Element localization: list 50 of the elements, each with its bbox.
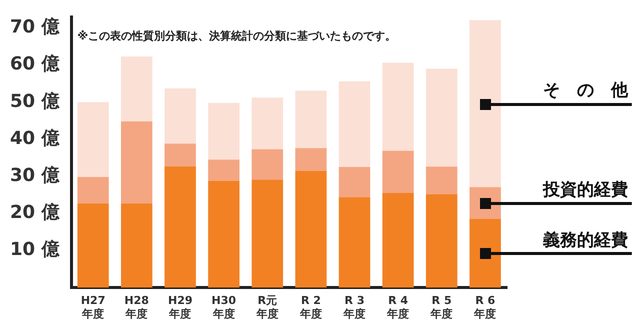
bar <box>120 121 152 204</box>
x-tick-label: H30年度 <box>212 294 236 320</box>
x-tick-label: R 4年度 <box>386 294 410 320</box>
bar <box>208 102 240 160</box>
bar <box>77 102 109 178</box>
x-tick-label: R 6年度 <box>473 294 496 320</box>
bar <box>77 177 109 204</box>
bar <box>252 180 284 288</box>
bar <box>120 56 152 122</box>
bar <box>338 81 370 168</box>
annotation: ※この表の性質別分類は、決算統計の分類に基づいたものです。 <box>77 30 396 43</box>
bar <box>470 218 501 288</box>
bar <box>208 180 240 288</box>
y-tick-label: 50 億 <box>10 90 60 112</box>
bar <box>164 88 196 144</box>
bar <box>382 193 414 288</box>
bar <box>120 203 152 288</box>
bar <box>338 167 370 198</box>
x-tick-label: R元年度 <box>255 294 278 320</box>
x-tick-label: H28年度 <box>124 294 149 320</box>
text: 義務的経費 <box>542 230 628 250</box>
bar <box>426 166 458 194</box>
bar <box>338 197 370 288</box>
bar <box>252 98 284 150</box>
bar <box>295 170 327 288</box>
bar <box>208 160 240 181</box>
bar <box>164 144 196 166</box>
bar <box>164 166 196 288</box>
x-tick-label: R 5年度 <box>430 294 453 320</box>
bar <box>470 20 501 188</box>
y-tick-label: 60 億 <box>10 54 60 75</box>
y-tick-label: 20 億 <box>10 202 60 224</box>
bar <box>382 150 414 194</box>
bar <box>426 68 458 167</box>
bar <box>295 148 327 171</box>
x-tick-label: H29年度 <box>168 294 192 320</box>
bar <box>77 203 109 288</box>
bar <box>252 149 284 180</box>
y-tick-label: 30 億 <box>10 164 60 186</box>
x-tick-label: R 3年度 <box>342 294 366 320</box>
bar <box>295 90 327 148</box>
bar <box>426 194 458 288</box>
text: 投資的経費 <box>542 180 628 200</box>
x-tick-label: H27年度 <box>80 294 106 320</box>
y-tick-label: 10 億 <box>10 239 60 260</box>
y-tick-label: 70 億 <box>10 16 60 38</box>
text: そ の 他 <box>543 80 629 101</box>
y-tick-label: 40 億 <box>10 128 60 149</box>
x-tick-label: R 2年度 <box>298 294 322 320</box>
bar <box>382 62 414 151</box>
